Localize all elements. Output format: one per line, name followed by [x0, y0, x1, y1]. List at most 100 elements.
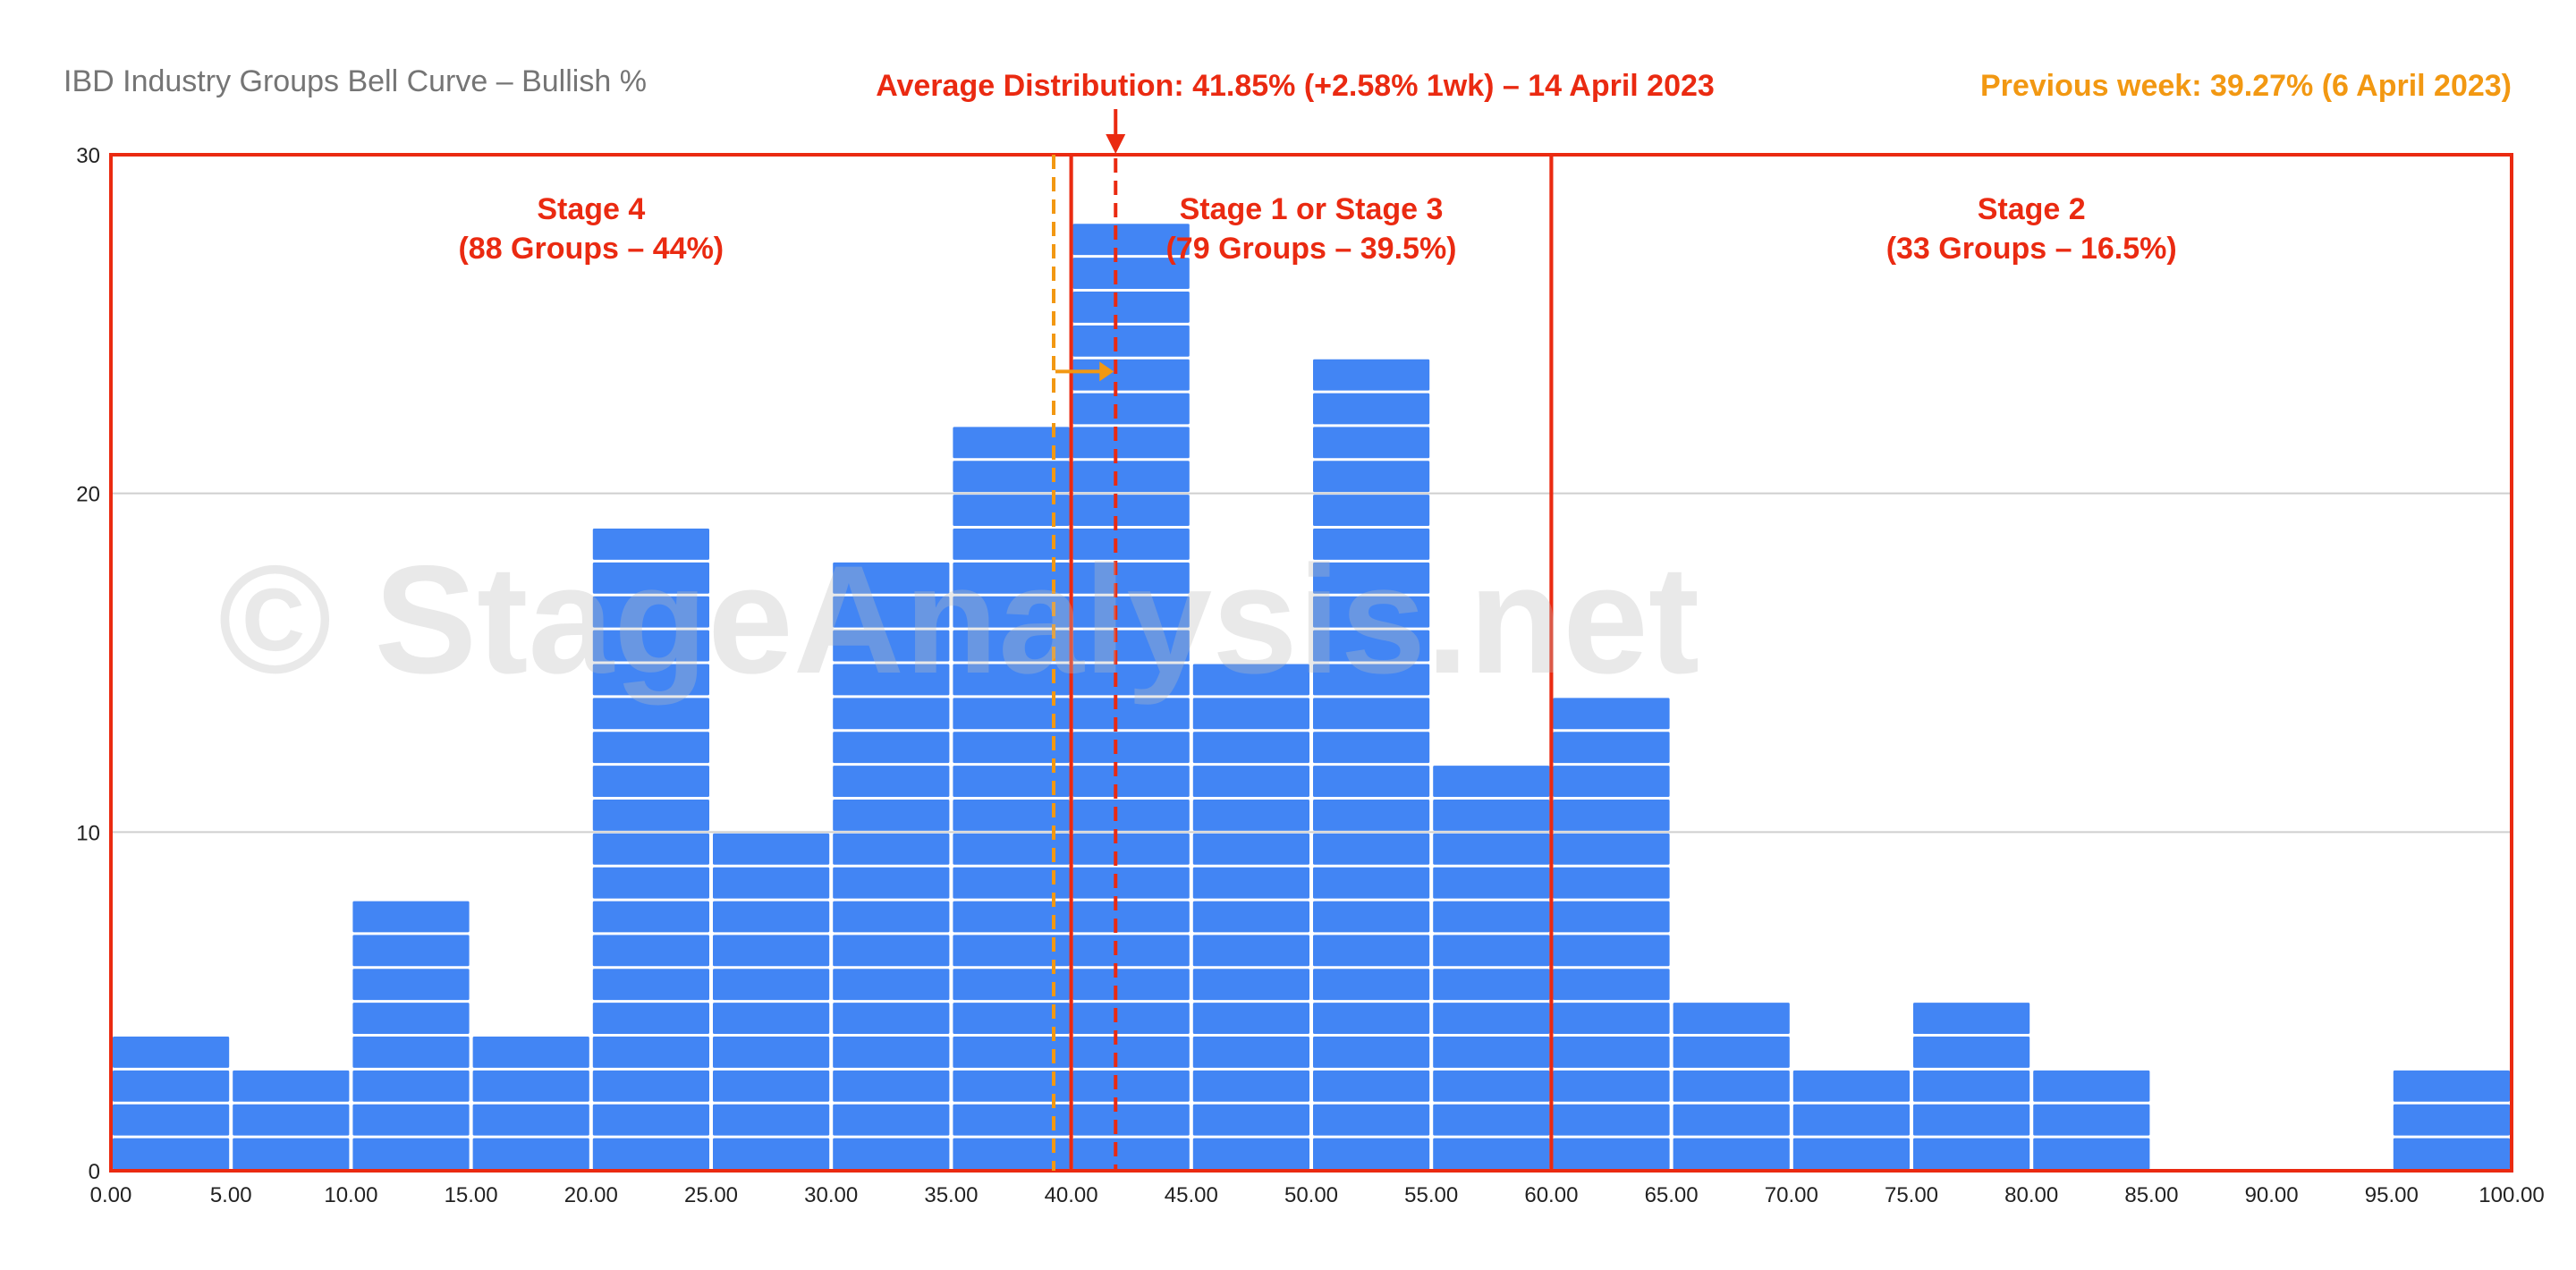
bar-unit: [1072, 596, 1190, 628]
bar-unit: [833, 935, 950, 967]
bar-unit: [953, 630, 1070, 662]
bar-unit: [1433, 867, 1550, 899]
bar-unit: [1072, 1104, 1190, 1136]
histogram-bar: [713, 833, 830, 1170]
bar-unit: [1313, 1070, 1430, 1102]
y-tick-label: 0: [89, 1160, 100, 1184]
bar-unit: [1072, 1138, 1190, 1170]
bar-unit: [1553, 799, 1670, 831]
bar-unit: [1072, 969, 1190, 1001]
bar-unit: [1433, 766, 1550, 797]
x-tick-label: 15.00: [445, 1183, 498, 1207]
x-tick-label: 0.00: [90, 1183, 132, 1207]
histogram-bar: [233, 1070, 350, 1170]
bar-unit: [1433, 1003, 1550, 1035]
bar-unit: [953, 1003, 1070, 1035]
bar-unit: [1553, 867, 1670, 899]
x-tick-label: 5.00: [210, 1183, 252, 1207]
bar-unit: [953, 1138, 1070, 1170]
bar-unit: [592, 799, 709, 831]
histogram-bar: [1192, 664, 1309, 1170]
bar-unit: [1913, 1104, 2030, 1136]
bar-unit: [833, 664, 950, 696]
bar-unit: [833, 1037, 950, 1068]
bar-unit: [833, 799, 950, 831]
bar-unit: [592, 1104, 709, 1136]
bar-unit: [1553, 833, 1670, 865]
stage-name: Stage 2: [1978, 192, 2086, 226]
bar-unit: [1673, 1003, 1790, 1035]
x-tick-label: 60.00: [1524, 1183, 1578, 1207]
bar-unit: [1313, 495, 1430, 527]
bar-unit: [1313, 461, 1430, 493]
bar-unit: [1553, 732, 1670, 764]
bar-unit: [953, 1104, 1070, 1136]
bar-unit: [1313, 596, 1430, 628]
bar-unit: [592, 766, 709, 797]
bar-unit: [1313, 1003, 1430, 1035]
x-tick-label: 35.00: [924, 1183, 978, 1207]
bar-unit: [472, 1104, 589, 1136]
bar-unit: [1553, 901, 1670, 933]
bar-unit: [1313, 833, 1430, 865]
bar-unit: [1673, 1104, 1790, 1136]
bar-unit: [1433, 901, 1550, 933]
stage-name: Stage 4: [537, 192, 645, 226]
histogram-bar: [953, 427, 1070, 1170]
bar-unit: [1553, 969, 1670, 1001]
bar-unit: [113, 1104, 230, 1136]
bar-unit: [1072, 529, 1190, 560]
bar-unit: [1192, 766, 1309, 797]
bar-unit: [833, 766, 950, 797]
bar-unit: [592, 732, 709, 764]
bar-unit: [953, 1037, 1070, 1068]
bar-unit: [1072, 325, 1190, 357]
bar-unit: [833, 969, 950, 1001]
bar-unit: [1192, 732, 1309, 764]
bar-unit: [1192, 1104, 1309, 1136]
bar-unit: [592, 833, 709, 865]
bar-unit: [352, 1003, 470, 1035]
bar-unit: [1072, 427, 1190, 459]
bar-unit: [833, 1003, 950, 1035]
bar-unit: [1072, 901, 1190, 933]
bar-unit: [2393, 1070, 2510, 1102]
bar-unit: [1313, 901, 1430, 933]
histogram-bar: [1673, 1003, 1790, 1170]
bar-unit: [1313, 1037, 1430, 1068]
bar-unit: [713, 833, 830, 865]
x-tick-label: 55.00: [1404, 1183, 1458, 1207]
bar-unit: [592, 867, 709, 899]
histogram-bars: [113, 224, 2510, 1170]
bar-unit: [833, 596, 950, 628]
bar-unit: [1792, 1070, 1910, 1102]
bar-unit: [1192, 833, 1309, 865]
stage-detail: (33 Groups – 16.5%): [1886, 232, 2177, 266]
bar-unit: [592, 596, 709, 628]
bar-unit: [713, 969, 830, 1001]
bar-unit: [1192, 901, 1309, 933]
bar-unit: [1313, 698, 1430, 730]
bar-unit: [1072, 664, 1190, 696]
bar-unit: [1433, 1037, 1550, 1068]
stage-detail: (79 Groups – 39.5%): [1165, 232, 1456, 266]
bar-unit: [953, 562, 1070, 594]
bar-unit: [1072, 393, 1190, 425]
y-tick-label: 30: [76, 144, 100, 168]
x-tick-label: 10.00: [324, 1183, 377, 1207]
bar-unit: [953, 461, 1070, 493]
x-tick-label: 20.00: [564, 1183, 618, 1207]
histogram-bar: [472, 1037, 589, 1170]
bar-unit: [1313, 935, 1430, 967]
bar-unit: [1433, 935, 1550, 967]
x-tick-label: 90.00: [2245, 1183, 2299, 1207]
bar-unit: [953, 1070, 1070, 1102]
bar-unit: [1792, 1138, 1910, 1170]
bar-unit: [113, 1138, 230, 1170]
bar-unit: [1553, 698, 1670, 730]
bar-unit: [1192, 1003, 1309, 1035]
histogram-bar: [833, 562, 950, 1170]
bar-unit: [1192, 698, 1309, 730]
bar-unit: [1553, 766, 1670, 797]
